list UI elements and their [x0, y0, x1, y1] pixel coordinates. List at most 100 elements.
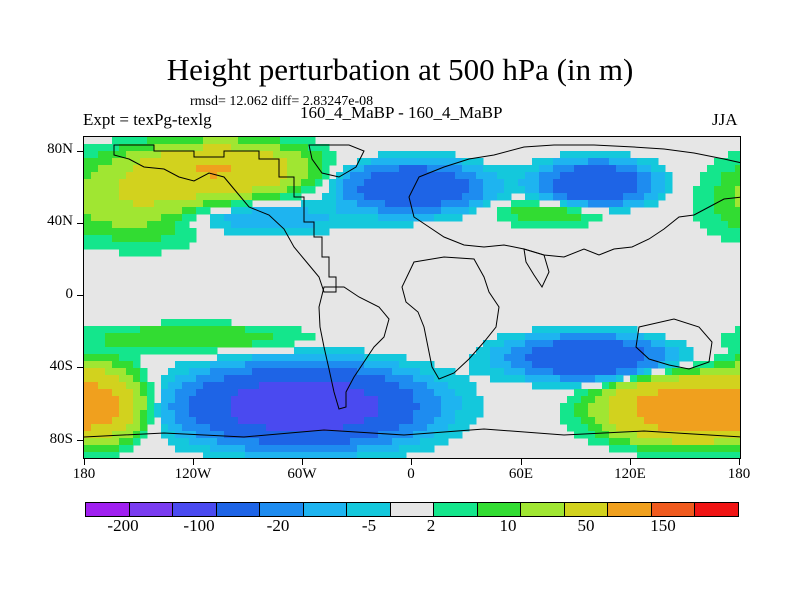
field-cell — [315, 228, 323, 236]
field-cell — [231, 333, 239, 341]
field-cell — [168, 172, 176, 180]
field-cell — [140, 186, 148, 194]
field-cell — [175, 389, 183, 397]
field-cell — [735, 221, 740, 229]
field-cell — [231, 410, 239, 418]
field-cell — [420, 172, 428, 180]
field-cell — [105, 326, 113, 334]
field-cell — [231, 438, 239, 446]
field-cell — [105, 207, 113, 215]
field-cell — [280, 361, 288, 369]
field-cell — [273, 214, 281, 222]
field-cell — [189, 193, 197, 201]
field-cell — [84, 396, 92, 404]
x-label-180e: 180 — [727, 466, 751, 482]
field-cell — [182, 144, 190, 152]
field-cell — [364, 445, 372, 453]
field-cell — [196, 368, 204, 376]
field-cell — [581, 186, 589, 194]
field-cell — [210, 368, 218, 376]
field-cell — [308, 389, 316, 397]
field-cell — [140, 235, 148, 243]
field-cell — [476, 410, 484, 418]
field-cell — [91, 333, 99, 341]
field-cell — [84, 158, 92, 166]
field-cell — [427, 186, 435, 194]
field-cell — [224, 179, 232, 187]
field-cell — [427, 158, 435, 166]
field-cell — [105, 445, 113, 453]
field-cell — [651, 445, 659, 453]
field-cell — [329, 368, 337, 376]
field-cell — [329, 417, 337, 425]
field-cell — [84, 382, 92, 390]
field-cell — [588, 368, 596, 376]
field-cell — [280, 368, 288, 376]
field-cell — [413, 151, 421, 159]
field-cell — [245, 221, 253, 229]
field-cell — [378, 410, 386, 418]
field-cell — [238, 144, 246, 152]
field-cell — [315, 438, 323, 446]
field-cell — [133, 172, 141, 180]
field-cell — [161, 347, 169, 355]
field-cell — [511, 200, 519, 208]
field-cell — [147, 242, 155, 250]
field-cell — [140, 396, 148, 404]
field-cell — [91, 452, 99, 458]
field-cell — [336, 200, 344, 208]
field-cell — [168, 326, 176, 334]
field-cell — [616, 207, 624, 215]
field-cell — [322, 410, 330, 418]
field-cell — [105, 452, 113, 458]
field-cell — [210, 347, 218, 355]
colorbar-box — [521, 503, 565, 516]
field-cell — [112, 410, 120, 418]
field-cell — [196, 165, 204, 173]
field-cell — [728, 179, 736, 187]
field-cell — [350, 382, 358, 390]
field-cell — [434, 396, 442, 404]
field-cell — [287, 333, 295, 341]
field-cell — [364, 179, 372, 187]
field-cell — [693, 207, 701, 215]
field-cell — [91, 431, 99, 439]
field-cell — [336, 193, 344, 201]
field-cell — [287, 452, 295, 458]
field-cell — [336, 186, 344, 194]
field-cell — [406, 207, 414, 215]
field-cell — [532, 375, 540, 383]
field-cell — [637, 438, 645, 446]
field-cell — [665, 424, 673, 432]
field-cell — [140, 158, 148, 166]
field-cell — [126, 179, 134, 187]
field-cell — [196, 361, 204, 369]
field-cell — [280, 137, 288, 145]
field-cell — [427, 207, 435, 215]
field-cell — [119, 438, 127, 446]
field-cell — [147, 410, 155, 418]
field-cell — [196, 333, 204, 341]
field-cell — [518, 214, 526, 222]
field-cell — [371, 165, 379, 173]
field-cell — [637, 431, 645, 439]
field-cell — [210, 165, 218, 173]
field-cell — [665, 368, 673, 376]
field-cell — [406, 179, 414, 187]
field-cell — [252, 417, 260, 425]
field-cell — [168, 158, 176, 166]
field-cell — [735, 452, 740, 458]
field-cell — [714, 403, 722, 411]
field-cell — [609, 424, 617, 432]
field-cell — [140, 326, 148, 334]
field-cell — [112, 361, 120, 369]
field-cell — [665, 186, 673, 194]
field-cell — [350, 214, 358, 222]
field-cell — [301, 354, 309, 362]
field-cell — [420, 193, 428, 201]
field-cell — [105, 396, 113, 404]
field-cell — [301, 368, 309, 376]
field-cell — [595, 424, 603, 432]
field-cell — [280, 403, 288, 411]
field-cell — [735, 326, 740, 334]
